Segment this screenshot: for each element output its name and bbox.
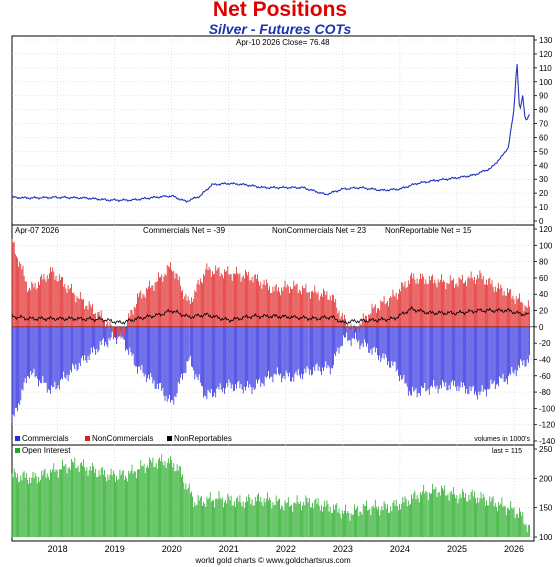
noncommercials-net-label: NonCommercials Net = 23 — [272, 226, 367, 235]
y-tick-label: 30 — [539, 175, 548, 184]
legend-swatch-open-interest — [15, 448, 20, 453]
legend-swatch-noncommercials — [85, 436, 90, 441]
axis-ticks: 0 10 20 30 40 50 60 70 80 90 100 110 120 130 -140 -120 -… — [534, 36, 556, 542]
y-tick-label: 60 — [539, 133, 548, 142]
year-tick-label: 2020 — [162, 544, 182, 554]
year-tick-label: 2025 — [447, 544, 467, 554]
source-footer: world gold charts © www.goldchartsrus.co… — [194, 556, 351, 565]
nonreportable-net-label: NonReportable Net = 15 — [385, 226, 472, 235]
y-tick-label: 100 — [539, 533, 553, 542]
year-tick-label: 2023 — [333, 544, 353, 554]
y-tick-label: 110 — [539, 64, 552, 73]
y-tick-label: -140 — [539, 437, 556, 446]
y-tick-label: 150 — [539, 504, 553, 513]
chart-title: Net Positions — [212, 0, 348, 21]
volumes-units-note: volumes in 1000's — [474, 436, 530, 443]
y-tick-label: 0 — [539, 217, 544, 226]
y-tick-label: 0 — [539, 323, 544, 332]
y-tick-label: 120 — [539, 225, 553, 234]
year-tick-label: 2019 — [105, 544, 125, 554]
legend-label-commercials: Commercials — [22, 434, 69, 443]
x-axis-years: 2018 2019 2020 2021 2022 2023 2024 2025 2026 — [48, 544, 524, 554]
y-tick-label: 20 — [539, 307, 548, 316]
legend-label-nonreportables: NonReportables — [174, 434, 232, 443]
y-tick-label: 80 — [539, 258, 548, 267]
y-tick-label: 40 — [539, 290, 548, 299]
price-date-label: Apr-10 2026 Close= 76.48 — [236, 38, 330, 47]
y-tick-label: 100 — [539, 241, 553, 250]
y-tick-label: -20 — [539, 339, 551, 348]
y-tick-label: -120 — [539, 421, 556, 430]
nonreportables-line — [11, 305, 530, 325]
y-tick-label: 50 — [539, 147, 548, 156]
y-tick-label: 70 — [539, 120, 548, 129]
y-tick-label: 120 — [539, 50, 553, 59]
y-tick-label: 100 — [539, 78, 553, 87]
legend-label-open-interest: Open Interest — [22, 446, 71, 455]
y-tick-label: -100 — [539, 404, 556, 413]
legend-swatch-nonreportables — [167, 436, 172, 441]
positions-date-label: Apr-07 2026 — [15, 226, 60, 235]
y-tick-label: -40 — [539, 355, 551, 364]
y-tick-label: 80 — [539, 106, 548, 115]
commercials-net-label: Commercials Net = -39 — [143, 226, 226, 235]
y-tick-label: 200 — [539, 474, 553, 483]
year-tick-label: 2026 — [504, 544, 524, 554]
price-panel — [11, 35, 535, 226]
year-tick-label: 2018 — [48, 544, 68, 554]
y-tick-label: -80 — [539, 388, 551, 397]
year-tick-label: 2021 — [219, 544, 239, 554]
y-tick-label: -60 — [539, 372, 551, 381]
open-interest-last-label: last = 115 — [492, 448, 522, 455]
chart-marks — [11, 64, 534, 537]
y-tick-label: 250 — [539, 445, 553, 454]
y-tick-label: 60 — [539, 274, 548, 283]
chart-subtitle: Silver - Futures COTs — [208, 21, 352, 37]
legend-swatch-commercials — [15, 436, 20, 441]
legend-label-noncommercials: NonCommercials — [92, 434, 153, 443]
y-tick-label: 20 — [539, 189, 548, 198]
y-tick-label: 40 — [539, 161, 548, 170]
y-tick-label: 90 — [539, 92, 548, 101]
year-tick-label: 2024 — [390, 544, 410, 554]
y-tick-label: 10 — [539, 203, 548, 212]
price-line — [11, 64, 530, 203]
y-tick-label: 130 — [539, 36, 553, 45]
year-tick-label: 2022 — [276, 544, 296, 554]
